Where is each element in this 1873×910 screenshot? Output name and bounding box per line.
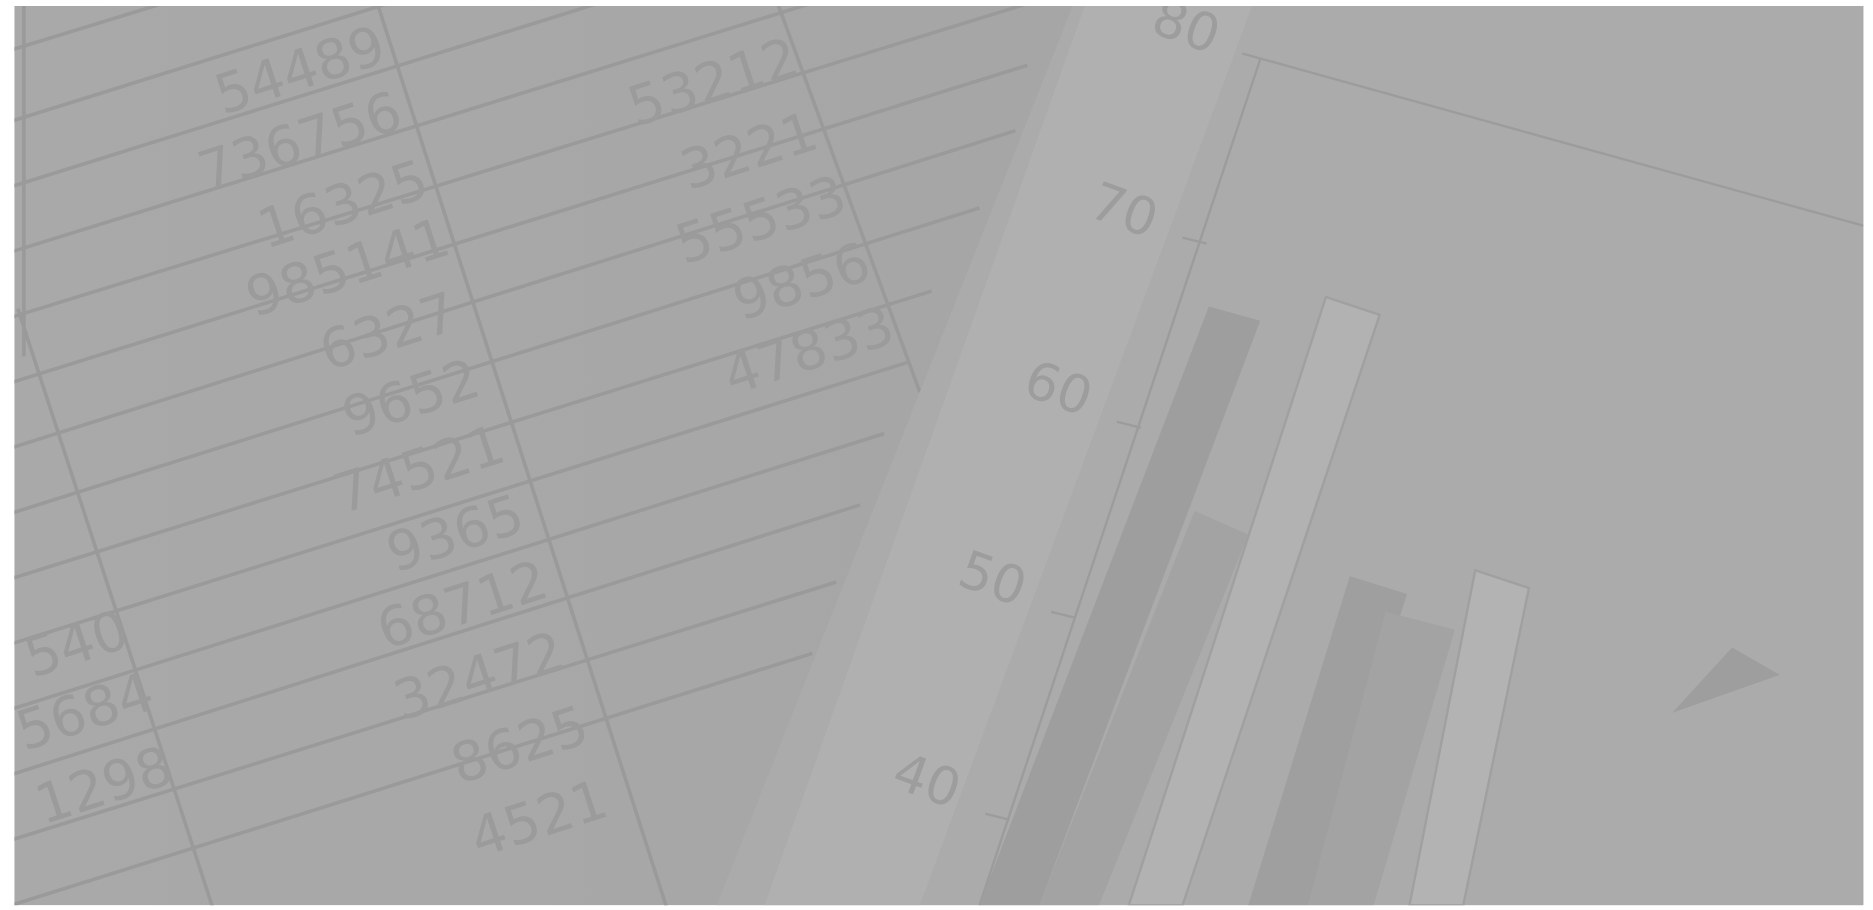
photo-frame: 5405684129854489736756163259851416327965… — [0, 0, 1873, 910]
background-photo: 5405684129854489736756163259851416327965… — [0, 0, 1863, 910]
page: 5405684129854489736756163259851416327965… — [0, 0, 1873, 910]
